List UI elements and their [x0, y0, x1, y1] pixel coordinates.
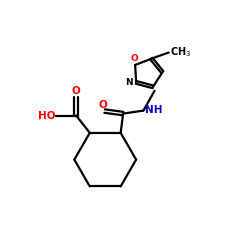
- Text: O: O: [130, 54, 138, 63]
- Text: HO: HO: [38, 110, 55, 120]
- Text: CH$_3$: CH$_3$: [170, 45, 191, 59]
- Text: NH: NH: [146, 105, 163, 115]
- Text: N: N: [126, 78, 133, 87]
- Text: O: O: [72, 86, 80, 96]
- Text: O: O: [99, 100, 108, 110]
